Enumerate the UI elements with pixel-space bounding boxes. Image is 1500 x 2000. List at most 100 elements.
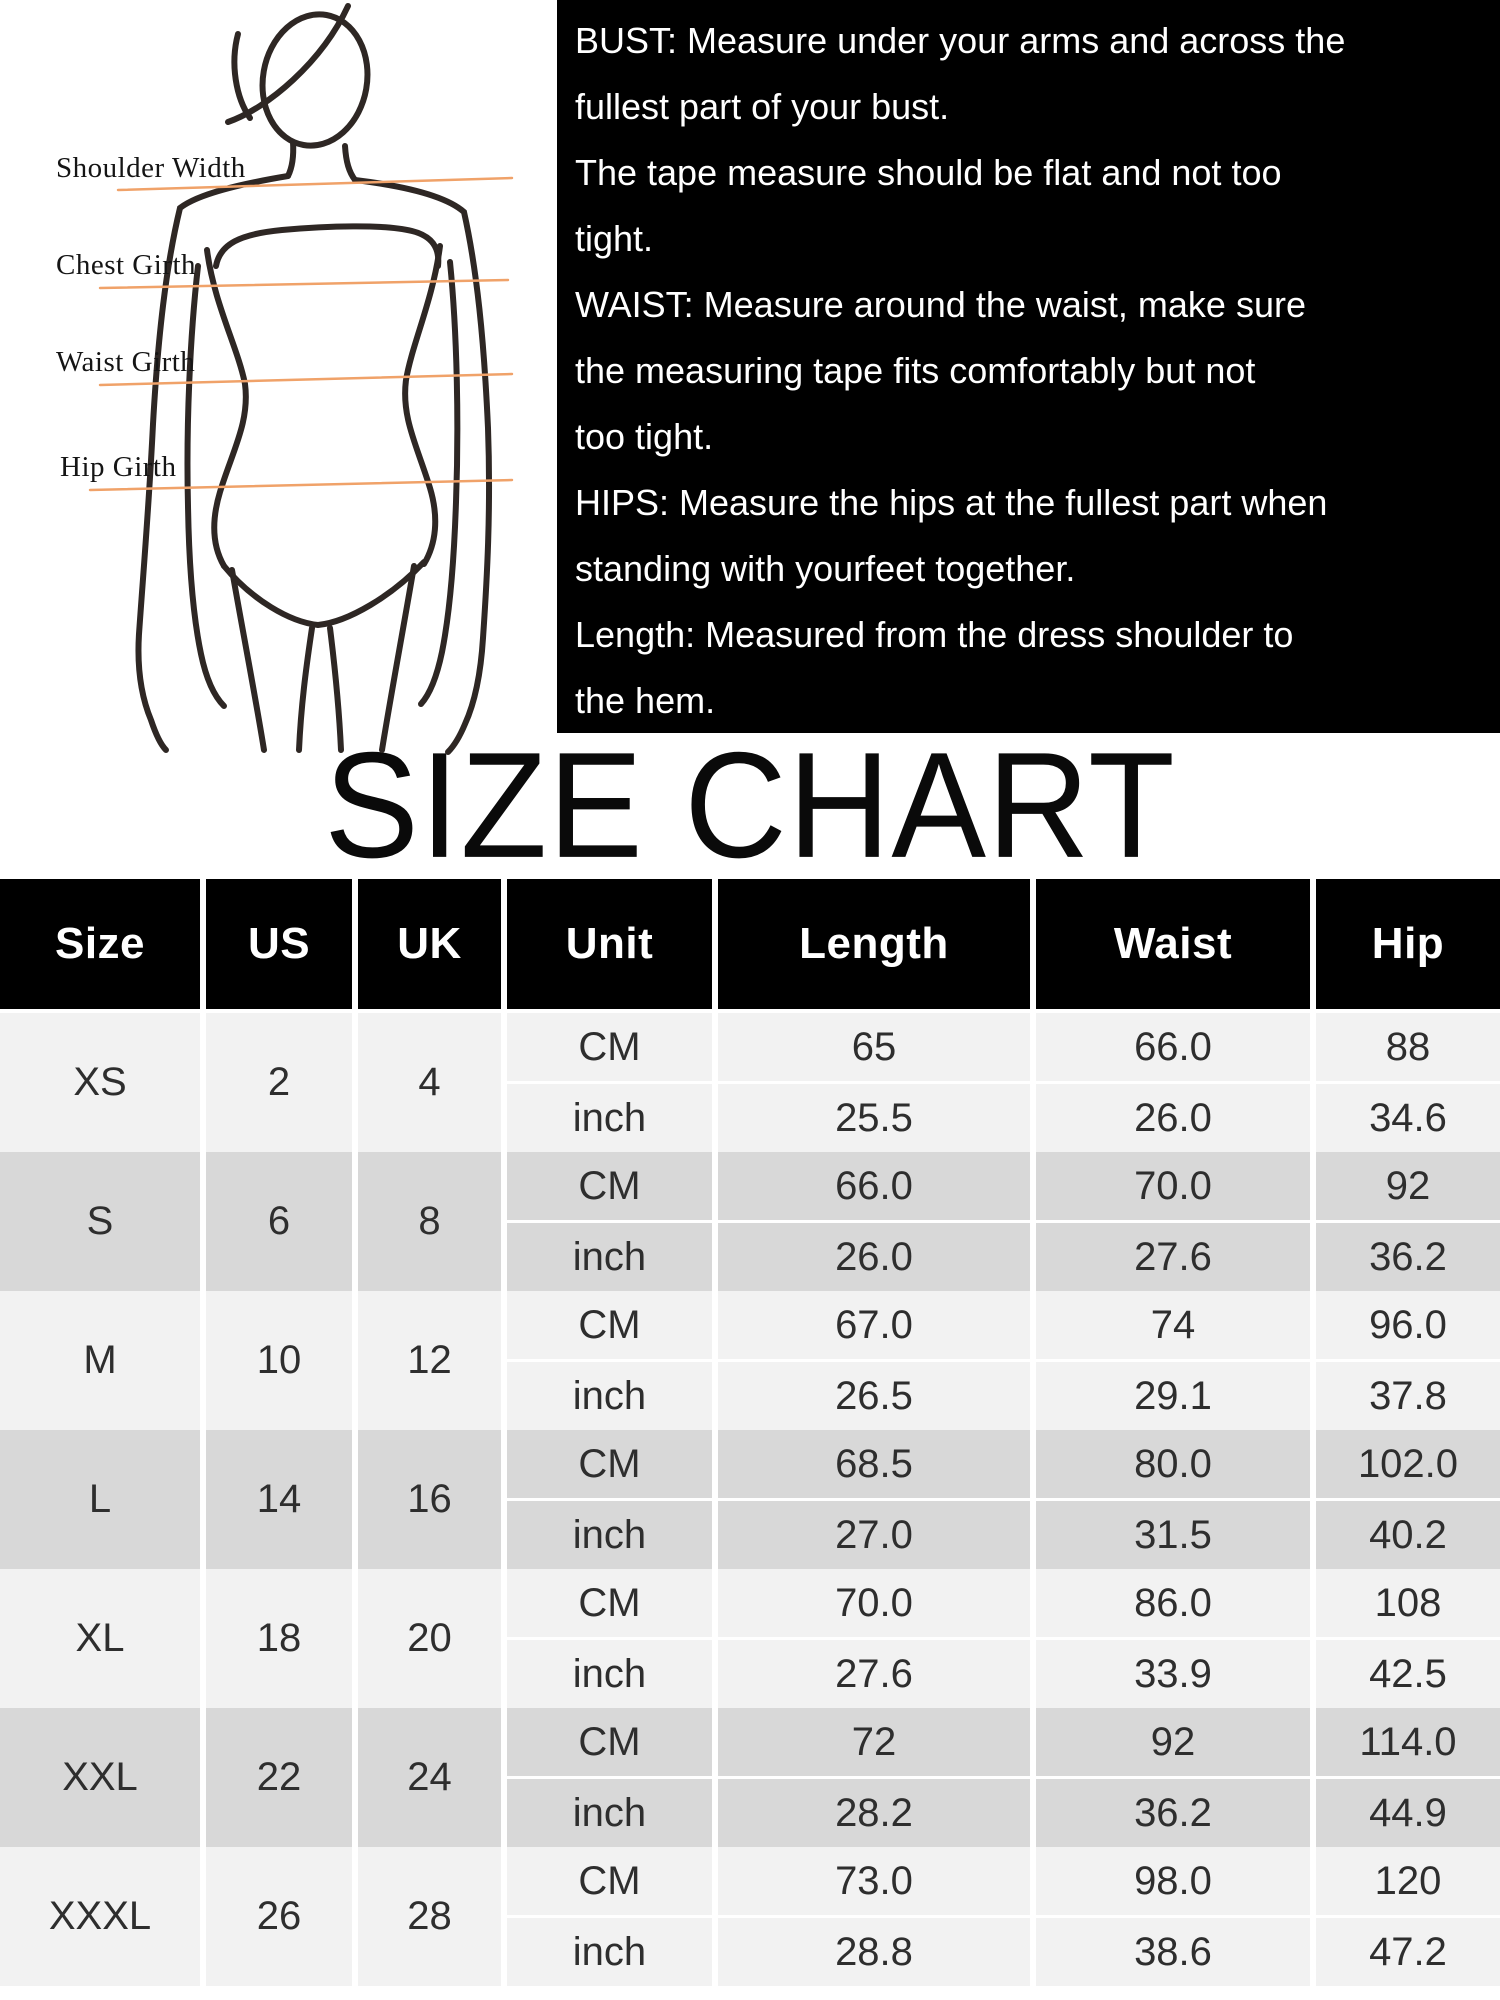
hip-cm-cell: 88 <box>1316 1013 1500 1081</box>
hip-cm-cell: 114.0 <box>1316 1708 1500 1776</box>
unit-cm-cell: CM <box>507 1152 712 1220</box>
length-cm-cell: 73.0 <box>718 1847 1030 1915</box>
instruction-line: HIPS: Measure the hips at the fullest pa… <box>575 482 1328 523</box>
header-hip: Hip <box>1316 879 1500 1009</box>
hip-inch-cell: 40.2 <box>1316 1501 1500 1569</box>
size-table: Size US UK Unit Length Waist Hip XS 2 4 … <box>0 879 1500 1986</box>
unit-cm-cell: CM <box>507 1430 712 1498</box>
uk-size-cell: 12 <box>358 1291 501 1430</box>
header-us: US <box>206 879 352 1009</box>
hip-measure-line <box>88 478 514 492</box>
instruction-line: The tape measure should be flat and not … <box>575 152 1282 193</box>
us-size-cell: 26 <box>206 1847 352 1986</box>
instruction-line: too tight. <box>575 416 714 457</box>
hip-cm-cell: 92 <box>1316 1152 1500 1220</box>
hip-cm-cell: 96.0 <box>1316 1291 1500 1359</box>
waist-inch-cell: 33.9 <box>1036 1640 1310 1708</box>
hip-inch-cell: 37.8 <box>1316 1362 1500 1430</box>
waist-girth-label: Waist Girth <box>56 346 196 378</box>
waist-cm-cell: 74 <box>1036 1291 1310 1359</box>
hip-cm-cell: 108 <box>1316 1569 1500 1637</box>
uk-size-cell: 16 <box>358 1430 501 1569</box>
instruction-line: fullest part of your bust. <box>575 86 950 127</box>
length-cm-cell: 68.5 <box>718 1430 1030 1498</box>
shoulder-width-label: Shoulder Width <box>56 152 246 184</box>
instruction-line: tight. <box>575 218 654 259</box>
measurement-diagram: Shoulder Width Chest Girth Waist Girth H… <box>0 0 557 755</box>
table-row: XL 18 20 CM 70.0 86.0 108 inch 27.6 33.9… <box>0 1569 1500 1708</box>
title-row: SIZE CHART <box>0 721 1500 890</box>
measurement-instructions: BUST: Measure under your arms and across… <box>557 0 1500 733</box>
waist-inch-cell: 26.0 <box>1036 1084 1310 1152</box>
instruction-line: standing with yourfeet together. <box>575 548 1076 589</box>
uk-size-cell: 28 <box>358 1847 501 1986</box>
hip-girth-label: Hip Girth <box>60 451 177 483</box>
chest-girth-label: Chest Girth <box>56 249 197 281</box>
figure-hair-strand <box>231 31 253 121</box>
body-figure-illustration <box>88 3 514 755</box>
table-row: M 10 12 CM 67.0 74 96.0 inch 26.5 29.1 3… <box>0 1291 1500 1430</box>
unit-cm-cell: CM <box>507 1708 712 1776</box>
length-cm-cell: 66.0 <box>718 1152 1030 1220</box>
instruction-line: BUST: Measure under your arms and across… <box>575 20 1346 61</box>
hip-cm-cell: 102.0 <box>1316 1430 1500 1498</box>
unit-cm-cell: CM <box>507 1847 712 1915</box>
unit-cm-cell: CM <box>507 1569 712 1637</box>
length-inch-cell: 28.8 <box>718 1918 1030 1986</box>
table-header: Size US UK Unit Length Waist Hip <box>0 879 1500 1009</box>
us-size-cell: 18 <box>206 1569 352 1708</box>
size-cell: S <box>0 1152 200 1291</box>
header-length: Length <box>718 879 1030 1009</box>
size-cell: M <box>0 1291 200 1430</box>
unit-inch-cell: inch <box>507 1362 712 1430</box>
hip-inch-cell: 44.9 <box>1316 1779 1500 1847</box>
instruction-line: the hem. <box>575 680 716 721</box>
shoulder-measure-line <box>116 176 514 192</box>
length-cm-cell: 70.0 <box>718 1569 1030 1637</box>
waist-measure-line <box>98 372 514 387</box>
waist-cm-cell: 80.0 <box>1036 1430 1310 1498</box>
length-inch-cell: 28.2 <box>718 1779 1030 1847</box>
length-inch-cell: 26.5 <box>718 1362 1030 1430</box>
uk-size-cell: 20 <box>358 1569 501 1708</box>
unit-inch-cell: inch <box>507 1918 712 1986</box>
unit-inch-cell: inch <box>507 1501 712 1569</box>
page-title: SIZE CHART <box>324 721 1176 890</box>
table-row: S 6 8 CM 66.0 70.0 92 inch 26.0 27.6 36.… <box>0 1152 1500 1291</box>
header-size: Size <box>0 879 200 1009</box>
us-size-cell: 22 <box>206 1708 352 1847</box>
instruction-line: the measuring tape fits comfortably but … <box>575 350 1256 391</box>
unit-inch-cell: inch <box>507 1640 712 1708</box>
figure-hair <box>225 3 351 125</box>
size-cell: XXXL <box>0 1847 200 1986</box>
unit-inch-cell: inch <box>507 1084 712 1152</box>
header-waist: Waist <box>1036 879 1310 1009</box>
waist-cm-cell: 86.0 <box>1036 1569 1310 1637</box>
length-cm-cell: 67.0 <box>718 1291 1030 1359</box>
us-size-cell: 2 <box>206 1013 352 1152</box>
waist-cm-cell: 70.0 <box>1036 1152 1310 1220</box>
table-row: XS 2 4 CM 65 66.0 88 inch 25.5 26.0 34.6 <box>0 1013 1500 1152</box>
hip-inch-cell: 42.5 <box>1316 1640 1500 1708</box>
size-cell: L <box>0 1430 200 1569</box>
header-uk: UK <box>358 879 501 1009</box>
unit-inch-cell: inch <box>507 1223 712 1291</box>
us-size-cell: 6 <box>206 1152 352 1291</box>
length-inch-cell: 26.0 <box>718 1223 1030 1291</box>
table-row: XXL 22 24 CM 72 92 114.0 inch 28.2 36.2 … <box>0 1708 1500 1847</box>
header-unit: Unit <box>507 879 712 1009</box>
size-cell: XS <box>0 1013 200 1152</box>
waist-cm-cell: 66.0 <box>1036 1013 1310 1081</box>
hip-inch-cell: 34.6 <box>1316 1084 1500 1152</box>
uk-size-cell: 4 <box>358 1013 501 1152</box>
size-cell: XXL <box>0 1708 200 1847</box>
length-inch-cell: 25.5 <box>718 1084 1030 1152</box>
hip-cm-cell: 120 <box>1316 1847 1500 1915</box>
length-inch-cell: 27.0 <box>718 1501 1030 1569</box>
waist-inch-cell: 29.1 <box>1036 1362 1310 1430</box>
waist-cm-cell: 98.0 <box>1036 1847 1310 1915</box>
instruction-line: WAIST: Measure around the waist, make su… <box>575 284 1306 325</box>
us-size-cell: 14 <box>206 1430 352 1569</box>
size-cell: XL <box>0 1569 200 1708</box>
table-row: XXXL 26 28 CM 73.0 98.0 120 inch 28.8 38… <box>0 1847 1500 1986</box>
